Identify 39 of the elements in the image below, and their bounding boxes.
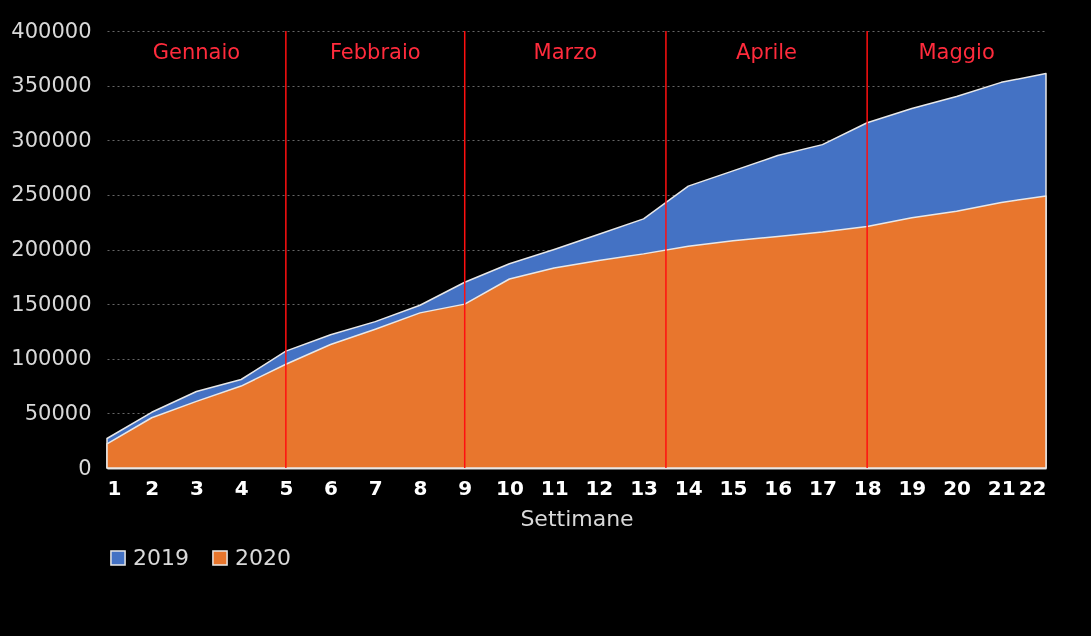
x-tick-label: 7: [368, 475, 383, 500]
x-tick-label: 4: [234, 475, 249, 500]
y-tick-label: 150000: [11, 291, 92, 316]
y-tick-label: 50000: [24, 400, 92, 425]
y-tick-label: 400000: [11, 18, 92, 43]
legend-label: 2019: [133, 545, 189, 570]
x-tick-label: 6: [324, 475, 339, 500]
x-tick-label: 3: [189, 475, 204, 500]
annotation: Aprile: [736, 40, 797, 64]
x-tick-label: 16: [764, 475, 793, 500]
x-tick-label: 20: [943, 475, 971, 500]
x-tick-label: 9: [458, 475, 473, 500]
x-axis-title: Settimane: [520, 505, 634, 531]
x-tick-label: 1: [107, 475, 122, 500]
x-tick-label: 21: [987, 475, 1016, 500]
y-tick-label: 350000: [11, 73, 92, 98]
x-tick-label: 14: [674, 475, 703, 500]
x-tick-label: 8: [413, 475, 428, 500]
x-tick-label: 22: [1018, 475, 1047, 500]
y-tick-label: 300000: [11, 127, 92, 152]
x-tick-label: 18: [853, 475, 882, 500]
y-tick-label: 250000: [11, 182, 92, 207]
x-tick-label: 2: [145, 475, 160, 500]
x-tick-label: 13: [630, 475, 658, 500]
y-tick-label: 200000: [11, 237, 92, 261]
annotation: Maggio: [918, 40, 995, 64]
x-tick-label: 12: [585, 475, 614, 500]
legend-label: 2020: [235, 545, 291, 570]
x-tick-label: 17: [809, 475, 837, 500]
annotation: Marzo: [533, 40, 598, 64]
y-tick-label: 100000: [11, 346, 92, 371]
x-tick-label: 11: [540, 475, 569, 500]
annotation: Gennaio: [152, 40, 241, 64]
x-tick-label: 15: [719, 475, 748, 500]
x-tick-label: 10: [496, 475, 524, 500]
annotation: Febbraio: [329, 40, 421, 64]
x-tick-label: 19: [898, 475, 927, 500]
y-tick-label: 0: [78, 455, 92, 480]
x-tick-label: 5: [279, 475, 294, 500]
